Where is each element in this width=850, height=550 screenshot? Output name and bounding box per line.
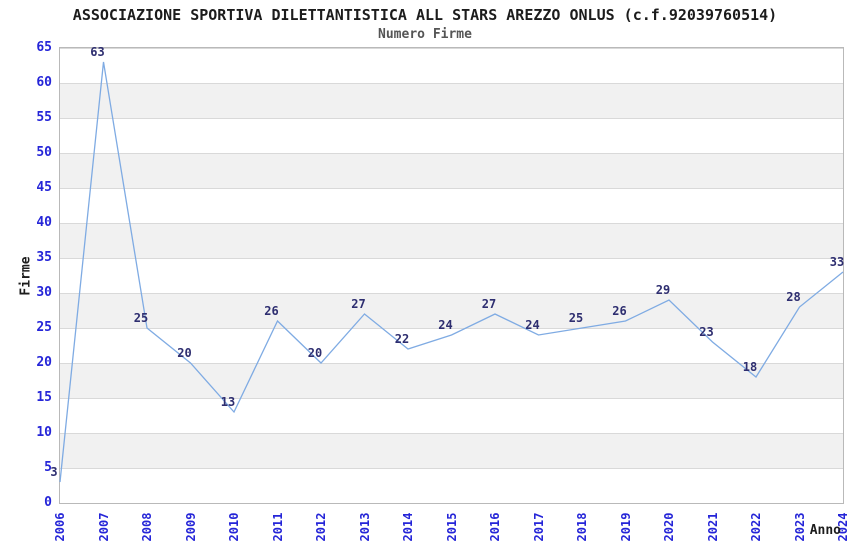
y-axis-title: Firme xyxy=(18,256,34,296)
y-tick-label: 65 xyxy=(36,40,52,55)
y-tick-label: 40 xyxy=(36,215,52,230)
x-tick-label: 2011 xyxy=(270,512,285,542)
x-tick-label: 2016 xyxy=(488,512,502,542)
y-tick-label: 10 xyxy=(36,425,52,440)
x-tick-label: 2008 xyxy=(140,512,154,542)
point-label: 24 xyxy=(525,318,540,332)
chart-plot-area xyxy=(59,47,844,504)
point-label: 13 xyxy=(220,395,236,409)
point-label: 23 xyxy=(699,325,714,339)
point-label: 29 xyxy=(655,283,671,297)
x-tick-label: 2007 xyxy=(96,512,111,542)
y-tick-label: 30 xyxy=(36,285,52,300)
x-tick-label: 2006 xyxy=(53,512,67,542)
chart-title: ASSOCIAZIONE SPORTIVA DILETTANTISTICA AL… xyxy=(72,6,778,24)
point-label: 22 xyxy=(394,332,410,346)
chart-subtitle: Numero Firme xyxy=(378,27,472,42)
numero-firme-line xyxy=(59,61,844,483)
point-label: 3 xyxy=(50,465,58,479)
point-label: 33 xyxy=(829,255,845,269)
x-tick-label: 2017 xyxy=(531,512,546,542)
y-tick-label: 20 xyxy=(36,355,52,370)
y-tick-label: 60 xyxy=(36,75,52,90)
point-label: 28 xyxy=(786,290,801,304)
x-tick-label: 2021 xyxy=(705,512,720,542)
y-tick-label: 0 xyxy=(44,495,52,510)
point-label: 18 xyxy=(742,360,758,374)
x-axis-title: Anno xyxy=(809,523,841,538)
point-label: 26 xyxy=(264,304,279,318)
x-tick-label: 2014 xyxy=(401,512,415,542)
point-label: 27 xyxy=(481,297,497,311)
x-tick-label: 2023 xyxy=(792,512,807,542)
y-tick-label: 25 xyxy=(36,320,52,335)
y-tick-label: 45 xyxy=(36,180,52,195)
y-tick-label: 35 xyxy=(36,250,52,265)
x-tick-label: 2009 xyxy=(183,512,198,542)
point-label: 63 xyxy=(90,45,105,59)
y-tick-label: 5 xyxy=(44,460,52,475)
point-label: 24 xyxy=(438,318,453,332)
x-tick-label: 2012 xyxy=(314,512,328,542)
point-label: 20 xyxy=(177,346,192,360)
x-tick-label: 2019 xyxy=(618,512,633,542)
y-tick-label: 55 xyxy=(36,110,52,125)
point-label: 26 xyxy=(612,304,627,318)
y-tick-label: 15 xyxy=(36,390,52,405)
y-tick-label: 50 xyxy=(36,145,52,160)
point-label: 27 xyxy=(351,297,366,311)
point-label: 20 xyxy=(307,346,323,360)
x-tick-label: 2010 xyxy=(227,512,241,542)
x-tick-label: 2018 xyxy=(575,512,589,542)
x-tick-label: 2022 xyxy=(749,512,763,542)
line-series xyxy=(59,61,844,483)
point-label: 25 xyxy=(133,311,149,325)
x-tick-label: 2015 xyxy=(444,512,459,542)
x-tick-label: 2013 xyxy=(357,512,372,542)
x-tick-label: 2020 xyxy=(662,512,676,542)
point-label: 25 xyxy=(568,311,584,325)
